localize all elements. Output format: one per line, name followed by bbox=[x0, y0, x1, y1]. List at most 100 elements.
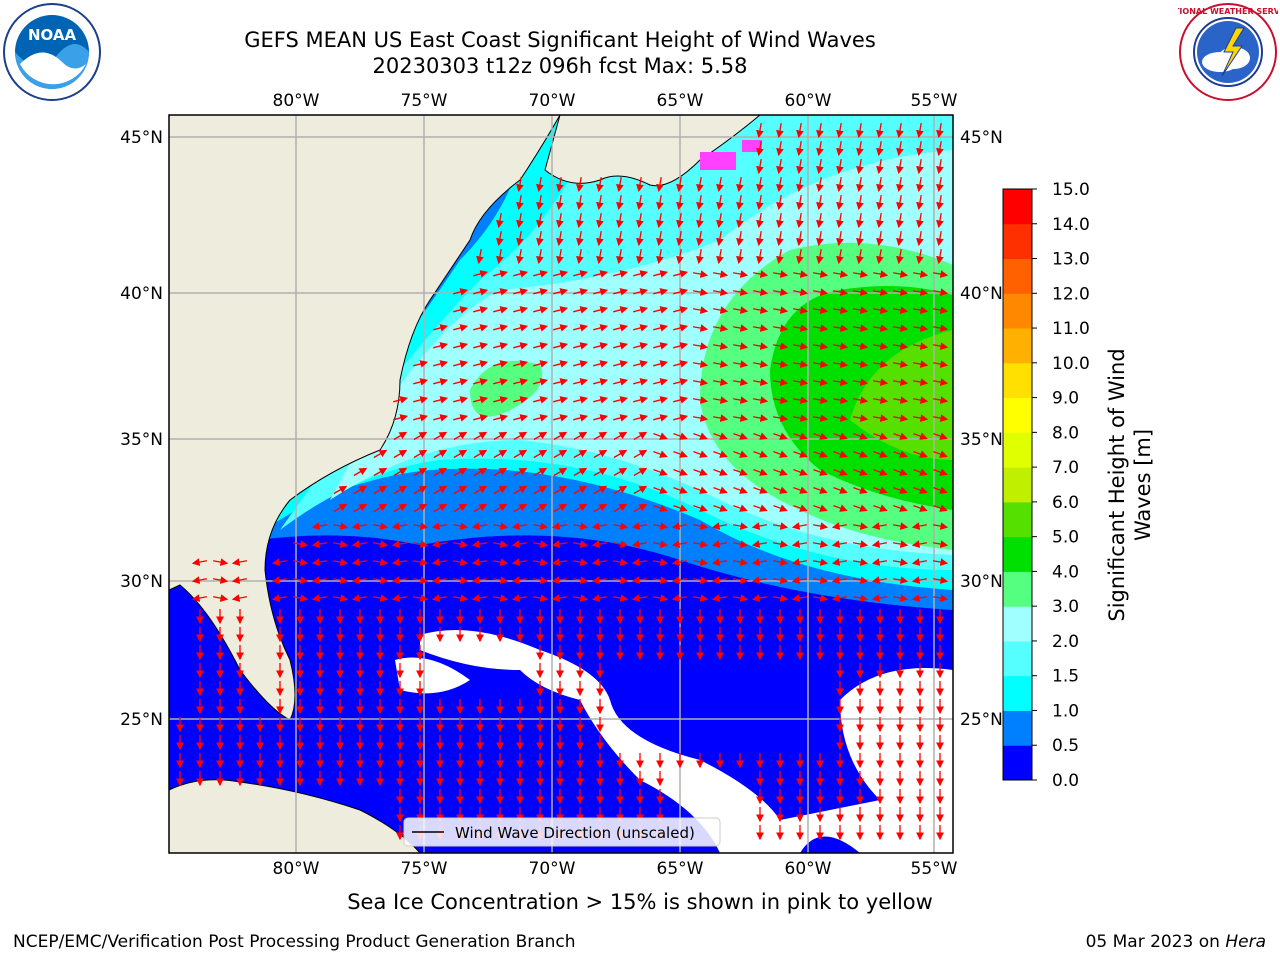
wave-direction-arrow bbox=[453, 503, 468, 513]
wave-direction-arrow bbox=[772, 360, 789, 368]
wave-direction-arrow bbox=[492, 594, 509, 602]
wave-direction-arrow bbox=[673, 342, 689, 350]
colorbar-tick-label: 1.0 bbox=[1052, 701, 1079, 721]
wave-direction-arrow bbox=[676, 230, 684, 247]
wave-direction-arrow bbox=[712, 396, 729, 404]
wave-direction-arrow bbox=[473, 467, 488, 477]
wave-direction-arrow bbox=[932, 540, 949, 548]
wave-direction-arrow bbox=[916, 212, 924, 229]
wave-direction-arrow bbox=[573, 485, 588, 495]
wave-direction-arrow bbox=[853, 486, 868, 494]
wave-direction-arrow bbox=[712, 288, 729, 296]
wave-direction-arrow bbox=[792, 270, 809, 278]
wave-direction-arrow bbox=[732, 594, 749, 602]
wave-direction-arrow bbox=[271, 594, 288, 602]
wave-direction-arrow bbox=[752, 306, 769, 314]
wave-direction-arrow bbox=[633, 431, 648, 441]
wave-direction-arrow bbox=[412, 540, 429, 548]
wave-direction-arrow bbox=[351, 594, 368, 602]
wave-direction-arrow bbox=[633, 342, 649, 350]
wave-direction-arrow bbox=[896, 140, 904, 157]
wave-direction-arrow bbox=[593, 288, 609, 296]
wave-direction-arrow bbox=[776, 212, 784, 229]
wave-direction-arrow bbox=[453, 467, 468, 477]
wave-direction-arrow bbox=[412, 594, 429, 602]
wave-direction-arrow bbox=[453, 306, 469, 314]
wave-direction-arrow bbox=[772, 522, 789, 530]
wave-direction-arrow bbox=[832, 396, 849, 404]
wave-direction-arrow bbox=[772, 324, 789, 332]
lon-label: 80°W bbox=[273, 859, 320, 879]
wave-direction-arrow bbox=[391, 540, 408, 548]
wave-direction-arrow bbox=[433, 396, 449, 404]
wave-direction-arrow bbox=[473, 270, 489, 278]
wave-direction-arrow bbox=[573, 306, 589, 314]
wave-direction-arrow bbox=[712, 324, 729, 332]
wave-direction-arrow bbox=[692, 558, 709, 566]
wave-direction-arrow bbox=[473, 485, 488, 495]
wave-direction-arrow bbox=[871, 522, 888, 530]
wave-direction-arrow bbox=[596, 230, 604, 247]
wave-direction-arrow bbox=[832, 360, 849, 368]
wave-direction-arrow bbox=[751, 558, 768, 566]
wave-direction-arrow bbox=[191, 576, 208, 584]
wave-direction-arrow bbox=[292, 594, 309, 602]
wave-direction-arrow bbox=[573, 503, 588, 513]
wave-direction-arrow bbox=[513, 449, 528, 459]
wave-direction-arrow bbox=[496, 212, 504, 229]
colorbar-segment bbox=[1003, 397, 1032, 433]
wave-direction-arrow bbox=[656, 194, 664, 211]
wave-direction-arrow bbox=[511, 558, 528, 566]
wave-direction-arrow bbox=[572, 576, 589, 584]
wave-direction-arrow bbox=[936, 140, 944, 157]
wave-direction-arrow bbox=[873, 432, 888, 440]
wave-direction-arrow bbox=[391, 576, 408, 584]
wave-direction-arrow bbox=[433, 503, 448, 513]
wave-direction-arrow bbox=[573, 431, 588, 441]
wave-direction-arrow bbox=[753, 504, 768, 512]
wave-direction-arrow bbox=[551, 540, 568, 548]
wave-direction-arrow bbox=[713, 468, 728, 476]
wave-direction-arrow bbox=[932, 558, 949, 566]
wave-direction-arrow bbox=[351, 522, 368, 530]
wave-direction-arrow bbox=[712, 414, 729, 422]
wave-direction-arrow bbox=[793, 504, 808, 512]
wave-direction-arrow bbox=[493, 270, 509, 278]
wave-direction-arrow bbox=[673, 324, 689, 332]
wave-direction-arrow bbox=[513, 360, 529, 368]
wave-direction-arrow bbox=[516, 176, 524, 193]
wave-direction-arrow bbox=[231, 558, 248, 566]
wave-direction-arrow bbox=[633, 306, 649, 314]
wave-direction-arrow bbox=[896, 230, 904, 247]
wave-direction-arrow bbox=[776, 194, 784, 211]
wave-direction-arrow bbox=[551, 594, 568, 602]
wave-direction-arrow bbox=[776, 140, 784, 157]
wave-direction-arrow bbox=[833, 468, 848, 476]
wave-direction-arrow bbox=[812, 324, 829, 332]
wave-direction-arrow bbox=[692, 378, 709, 386]
wave-direction-arrow bbox=[772, 396, 789, 404]
wave-direction-arrow bbox=[473, 288, 489, 296]
wave-direction-arrow bbox=[616, 212, 624, 229]
wave-direction-arrow bbox=[616, 194, 624, 211]
wave-direction-arrow bbox=[872, 270, 889, 278]
wave-direction-arrow bbox=[493, 431, 508, 441]
wave-direction-arrow bbox=[413, 396, 429, 404]
wave-direction-arrow bbox=[796, 122, 804, 139]
noaa-logo-icon: NOAA bbox=[3, 3, 101, 101]
colorbar-segment bbox=[1003, 328, 1032, 364]
wave-direction-arrow bbox=[533, 378, 549, 386]
colorbar-segment bbox=[1003, 362, 1032, 399]
wave-direction-arrow bbox=[593, 503, 608, 513]
wave-direction-arrow bbox=[791, 576, 808, 584]
wave-direction-arrow bbox=[833, 504, 848, 512]
wave-direction-arrow bbox=[692, 414, 709, 422]
wind-wave-direction-arrows bbox=[176, 122, 949, 841]
wave-direction-arrow bbox=[652, 558, 669, 566]
wave-direction-arrow bbox=[713, 432, 728, 440]
wave-direction-arrow bbox=[633, 449, 648, 459]
wave-direction-arrow bbox=[752, 360, 769, 368]
wave-direction-arrow bbox=[191, 594, 208, 602]
wave-direction-arrow bbox=[751, 594, 768, 602]
wave-direction-arrow bbox=[692, 594, 709, 602]
